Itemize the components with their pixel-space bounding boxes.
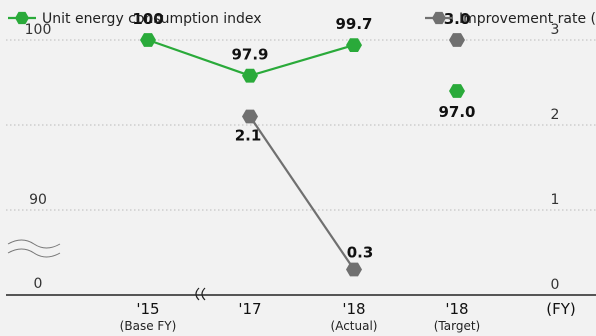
data-point-marker bbox=[346, 262, 362, 277]
data-label: 97.9 bbox=[231, 46, 268, 64]
legend-label: Unit energy consumption index bbox=[42, 11, 262, 27]
data-point-marker bbox=[449, 84, 465, 98]
data-point-marker bbox=[242, 109, 258, 124]
data-point-marker bbox=[140, 33, 156, 47]
right-tick-label: 3 bbox=[551, 22, 560, 38]
legend: Unit energy consumption index Improvement… bbox=[8, 11, 596, 27]
x-tick-label: '17 bbox=[238, 300, 261, 318]
data-label: 100 bbox=[132, 10, 163, 28]
x-tick-label: '18 bbox=[445, 300, 468, 318]
data-point-marker bbox=[346, 38, 362, 52]
data-label: 3.0 bbox=[444, 10, 471, 28]
x-unit-label: (FY) bbox=[546, 300, 576, 318]
legend-marker bbox=[15, 11, 29, 25]
axis-break-wave bbox=[7, 239, 61, 249]
left-tick-label: 0 bbox=[34, 276, 43, 292]
x-tick-sublabel: (Target) bbox=[434, 319, 481, 333]
legend-label: Improvement rate (%) bbox=[459, 11, 596, 27]
series-line bbox=[249, 44, 355, 77]
data-label: 99.7 bbox=[335, 15, 372, 33]
x-tick-label: '18 bbox=[342, 300, 365, 318]
data-label: 0.3 bbox=[347, 244, 374, 262]
data-point-marker bbox=[449, 33, 465, 47]
x-tick-sublabel: (Base FY) bbox=[120, 319, 177, 333]
left-tick-label: 100 bbox=[25, 22, 52, 38]
data-label: 2.1 bbox=[235, 127, 262, 145]
right-tick-label: 0 bbox=[551, 277, 560, 293]
x-tick-label: '15 bbox=[136, 300, 159, 318]
x-tick-sublabel: (Actual) bbox=[331, 319, 378, 333]
data-label: 97.0 bbox=[438, 103, 475, 121]
series-layer: 100 97.9 99.7 97.0 2.1 0.3 3.0 bbox=[132, 10, 476, 277]
series-line bbox=[147, 38, 251, 77]
x-break-mark bbox=[195, 287, 200, 301]
data-point-marker bbox=[242, 68, 258, 83]
left-tick-label: 90 bbox=[29, 192, 47, 208]
axis-ticks: 100 90 0 3 2 1 0 bbox=[25, 22, 560, 293]
series-line bbox=[249, 115, 355, 271]
grid-lines bbox=[6, 39, 596, 296]
x-axis: '15(Base FY)'17'18(Actual)'18(Target)(FY… bbox=[120, 300, 576, 333]
x-break-mark bbox=[201, 287, 206, 301]
legend-marker bbox=[432, 11, 446, 25]
right-tick-label: 1 bbox=[551, 192, 560, 208]
axis-break-wave bbox=[7, 248, 61, 258]
axis-break-mark bbox=[7, 239, 206, 301]
right-tick-label: 2 bbox=[551, 107, 560, 123]
